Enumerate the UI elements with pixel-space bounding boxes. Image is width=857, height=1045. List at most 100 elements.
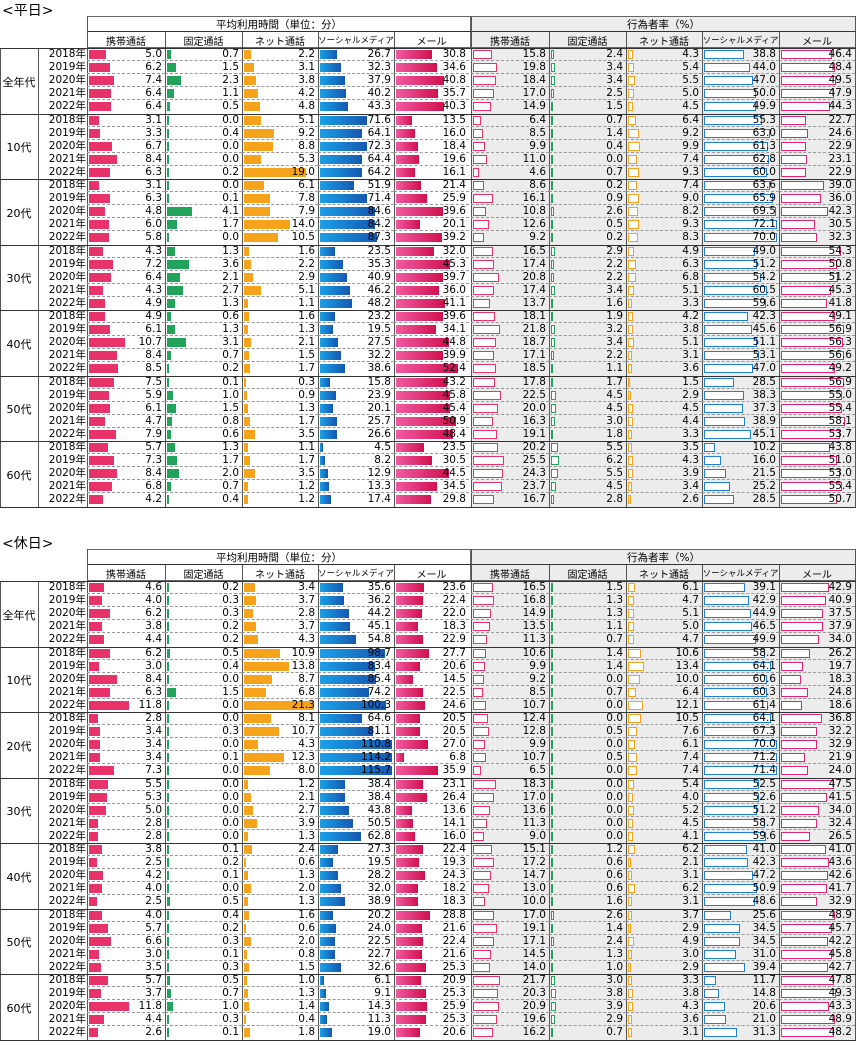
- rate-cell-fixed: 0.4: [549, 140, 626, 153]
- rate-bar-social: [704, 141, 768, 151]
- time-cell-fixed: 0.0: [165, 791, 242, 804]
- time-cell-social: 35.6: [318, 581, 394, 594]
- time-bar-net: [244, 246, 250, 256]
- row-dash: [626, 815, 702, 817]
- rate-bar-social: [704, 416, 745, 426]
- row-dash: [702, 230, 779, 232]
- time-bar-fixed: [167, 390, 174, 400]
- time-bar-fixed: [167, 115, 169, 125]
- rate-cell-mail: 34.0: [779, 633, 855, 646]
- rate-bar-mail: [781, 727, 817, 737]
- row-dash: [779, 86, 855, 88]
- rate-value: 17.1: [522, 934, 546, 947]
- row-dash: [87, 815, 165, 817]
- rate-value: 25.5: [522, 454, 546, 467]
- row-dash: [779, 256, 855, 258]
- time-cell-net: 2.0: [242, 882, 318, 896]
- rate-cell-mobile: 13.5: [471, 620, 549, 634]
- row-dash: [779, 855, 855, 856]
- rate-value: 9.9: [682, 139, 699, 152]
- row-dash: [242, 479, 318, 481]
- row-dash: [779, 322, 855, 323]
- rate-bar-social: [704, 167, 767, 177]
- row-dash: [626, 632, 702, 634]
- row-dash: [702, 73, 779, 75]
- row-dash: [394, 986, 469, 987]
- rate-value: 38.3: [752, 388, 776, 401]
- time-value: 3.1: [145, 113, 162, 126]
- time-bar-net: [244, 949, 247, 959]
- year-label: 2022年: [48, 829, 86, 842]
- time-cell-social: 87.3: [318, 231, 394, 244]
- rate-value: 17.4: [522, 283, 546, 296]
- rate-bar-mobile: [473, 871, 492, 881]
- group-divider: [0, 113, 856, 115]
- rate-value: 1.5: [682, 375, 699, 388]
- rate-cell-net: 7.4: [626, 764, 702, 777]
- rate-bar-net: [628, 181, 637, 190]
- time-bar-fixed: [167, 583, 169, 592]
- rate-cell-mobile: 16.2: [471, 1026, 549, 1039]
- row-dash: [165, 881, 242, 883]
- rate-cell-net: 3.0: [626, 948, 702, 961]
- row-dash: [242, 986, 318, 987]
- time-cell-mobile: 10.7: [87, 336, 165, 350]
- rate-cell-fixed: 2.9: [549, 245, 626, 258]
- rate-cell-mobile: 19.1: [471, 428, 549, 441]
- time-value: 4.9: [145, 310, 162, 322]
- time-cell-net: 0.3: [242, 376, 318, 389]
- rate-value: 0.0: [606, 738, 623, 751]
- rate-bar-net: [628, 596, 634, 606]
- rate-cell-social: 58.7: [702, 817, 779, 830]
- rate-value: 20.6: [752, 1000, 776, 1013]
- rate-bar-net: [628, 338, 635, 348]
- time-bar-mobile: [89, 233, 109, 243]
- rate-bar-mobile: [473, 897, 486, 907]
- time-bar-mobile: [89, 364, 118, 374]
- time-cell-mobile: 8.4: [87, 467, 165, 481]
- year-label: 2018年: [48, 179, 86, 191]
- time-bar-net: [244, 377, 246, 387]
- row-dash: [242, 361, 318, 363]
- year-label: 2022年: [48, 165, 86, 178]
- rate-bar-mobile: [473, 351, 495, 361]
- row-dash: [87, 86, 165, 88]
- time-cell-fixed: 0.5: [165, 895, 242, 908]
- rate-value: 9.9: [529, 659, 546, 672]
- time-cell-mail: 43.2: [394, 376, 469, 389]
- time-value: 1.1: [222, 87, 239, 100]
- time-value: 3.4: [145, 751, 162, 764]
- rate-bar-net: [628, 456, 634, 466]
- time-bar-mail: [396, 700, 426, 710]
- row-dash: [549, 868, 626, 870]
- rate-cell-social: 48.6: [702, 895, 779, 908]
- time-cell-mail: 20.6: [394, 660, 469, 673]
- time-bar-mobile: [89, 298, 106, 308]
- time-value: 51.9: [367, 179, 391, 191]
- rate-value: 3.3: [682, 427, 699, 440]
- time-value: 32.6: [367, 960, 391, 973]
- year-label: 2022年: [48, 895, 86, 908]
- row-dash: [626, 1025, 702, 1027]
- rate-value: 60.5: [752, 283, 776, 296]
- row-dash: [318, 789, 394, 791]
- rate-value: 3.9: [606, 1000, 623, 1013]
- rate-cell-mail: 43.6: [779, 856, 855, 870]
- rate-value: 4.5: [606, 401, 623, 414]
- time-bar-mail: [396, 1002, 427, 1012]
- time-cell-fixed: 0.2: [165, 922, 242, 935]
- time-cell-social: 44.2: [318, 607, 394, 621]
- rate-bar-net: [628, 910, 633, 920]
- row-dash: [242, 750, 318, 752]
- rate-cell-mail: 49.3: [779, 987, 855, 1001]
- rate-value: 1.2: [606, 843, 623, 855]
- rate-cell-social: 38.3: [702, 389, 779, 402]
- row-dash: [471, 335, 549, 337]
- rate-cell-social: 60.5: [702, 284, 779, 297]
- time-bar-mobile: [89, 583, 105, 592]
- time-bar-fixed: [167, 845, 169, 854]
- time-value: 0.0: [222, 816, 239, 829]
- time-cell-social: 43.8: [318, 804, 394, 817]
- time-cell-fixed: 0.7: [165, 480, 242, 494]
- rate-value: 19.6: [522, 1013, 546, 1026]
